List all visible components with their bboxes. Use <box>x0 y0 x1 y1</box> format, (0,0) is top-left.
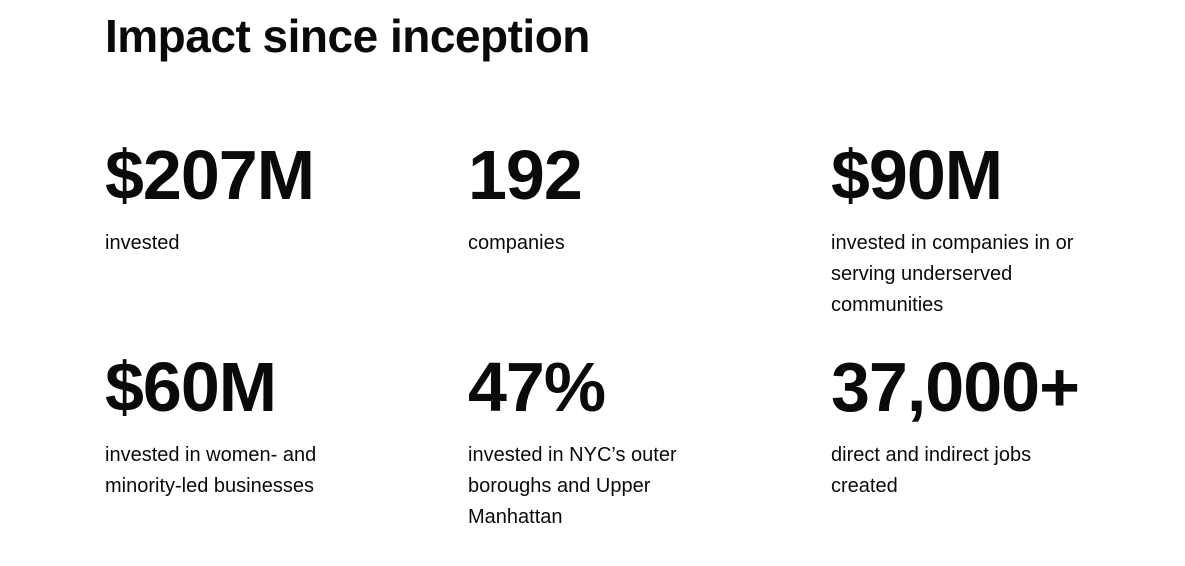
stat-label: invested in NYC’s outer boroughs and Upp… <box>468 444 677 528</box>
page-title: Impact since inception <box>105 10 590 62</box>
stat-value: 37,000+ <box>831 348 1080 426</box>
stat-underserved-communities: $90M invested in companies in or serving… <box>831 136 1180 348</box>
stat-outer-boroughs: 47% invested in NYC’s outer boroughs and… <box>468 348 831 560</box>
stat-jobs-created: 37,000+ direct and indirect jobs created <box>831 348 1180 560</box>
stat-value: 192 <box>468 136 583 214</box>
stat-value: $90M <box>831 136 1003 214</box>
stat-label: companies <box>468 232 565 254</box>
stat-label: invested in women- and minority-led busi… <box>105 444 317 497</box>
stat-invested: $207M invested <box>105 136 468 348</box>
stat-value: 47% <box>468 348 606 426</box>
stat-companies: 192 companies <box>468 136 831 348</box>
stat-value: $207M <box>105 136 315 214</box>
stat-label: direct and indirect jobs created <box>831 444 1032 497</box>
stat-label: invested in companies in or serving unde… <box>831 232 1074 316</box>
stat-value: $60M <box>105 348 277 426</box>
stat-label: invested <box>105 232 180 254</box>
impact-stats-grid: $207M invested 192 companies $90M invest… <box>105 136 1180 560</box>
stat-women-minority-led: $60M invested in women- and minority-led… <box>105 348 468 560</box>
